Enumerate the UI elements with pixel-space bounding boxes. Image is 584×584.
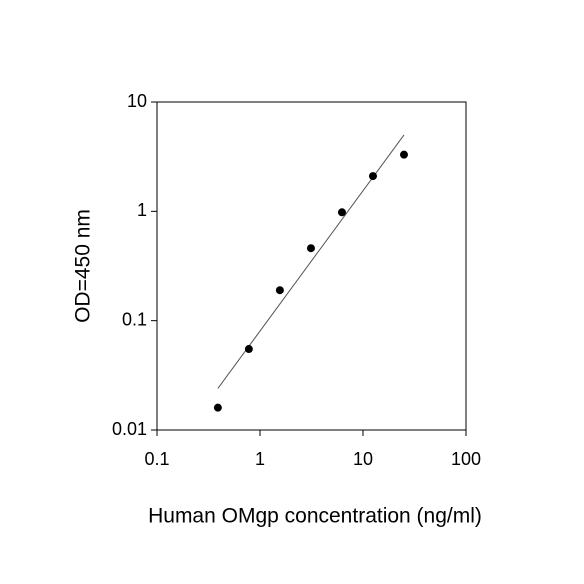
data-point <box>337 208 346 217</box>
data-point <box>275 286 284 295</box>
data-point <box>244 345 253 354</box>
x-tick-label: 100 <box>451 449 481 469</box>
y-tick-label: 0.1 <box>122 309 147 329</box>
data-point <box>368 172 377 181</box>
x-axis-label: Human OMgp concentration (ng/ml) <box>148 505 482 528</box>
data-point <box>306 244 315 253</box>
data-point <box>213 403 222 412</box>
y-axis-label: OD=450 nm <box>72 209 95 323</box>
y-tick-label: 1 <box>137 200 147 220</box>
x-tick-label: 0.1 <box>144 449 169 469</box>
data-point <box>399 150 408 159</box>
x-tick-label: 10 <box>353 449 373 469</box>
y-tick-label: 0.01 <box>112 419 147 439</box>
y-tick-label: 10 <box>127 91 147 111</box>
x-tick-label: 1 <box>255 449 265 469</box>
plot-frame <box>156 101 467 431</box>
